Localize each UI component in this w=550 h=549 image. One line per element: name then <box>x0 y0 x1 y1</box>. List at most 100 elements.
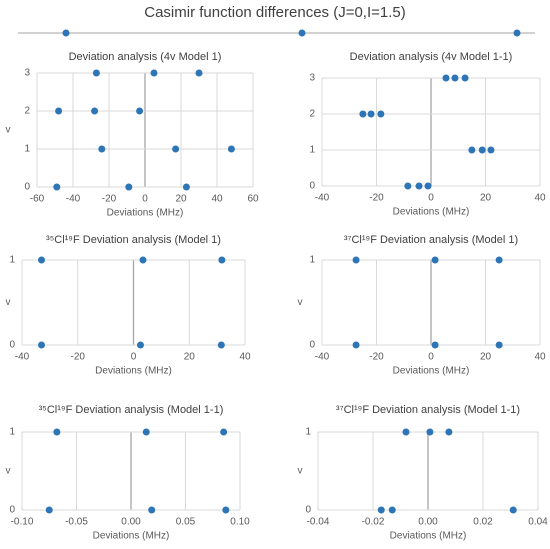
chart-title: ³⁷Cl¹⁹F Deviation analysis (Model 1-1) <box>336 404 520 416</box>
chart-title: Deviation analysis (4v Model 1) <box>69 51 222 63</box>
y-axis-label: v <box>298 466 303 477</box>
point <box>431 256 439 264</box>
y-tick-label: 3 <box>24 68 30 79</box>
x-tick-label: -0.04 <box>307 517 330 528</box>
point <box>150 69 158 77</box>
point <box>220 428 228 436</box>
x-tick-label: -40 <box>315 352 330 363</box>
point <box>359 110 367 118</box>
x-tick-label: 20 <box>480 193 492 204</box>
y-axis-label: v <box>298 297 303 308</box>
point <box>461 74 469 82</box>
y-tick-label: 1 <box>9 427 15 438</box>
point <box>38 256 46 264</box>
x-tick-label: 40 <box>211 194 223 205</box>
y-tick-label: 3 <box>309 73 315 84</box>
point <box>487 146 495 154</box>
x-axis-label: Deviations (MHz) <box>95 366 172 377</box>
y-axis-label: v <box>6 125 11 136</box>
y-tick-label: 2 <box>24 106 30 117</box>
point <box>218 256 226 264</box>
chart-title: ³⁷Cl¹⁹F Deviation analysis (Model 1) <box>344 234 518 246</box>
point <box>478 146 486 154</box>
chart-title: ³⁵Cl¹⁹F Deviation analysis (Model 1-1) <box>39 404 224 416</box>
point <box>136 107 144 115</box>
point <box>388 506 396 514</box>
point <box>195 69 203 77</box>
point <box>495 341 503 349</box>
point <box>142 428 150 436</box>
x-tick-label: 40 <box>534 352 546 363</box>
point <box>136 341 144 349</box>
x-tick-label: 40 <box>239 352 251 363</box>
x-tick-label: 20 <box>184 352 196 363</box>
x-tick-label: 20 <box>480 352 492 363</box>
y-tick-label: 1 <box>24 144 30 155</box>
point <box>415 182 423 190</box>
y-tick-label: 1 <box>309 145 315 156</box>
point <box>509 506 517 514</box>
point <box>227 145 235 153</box>
point <box>352 256 360 264</box>
point <box>38 341 46 349</box>
separator-dot <box>513 29 521 37</box>
point <box>445 428 453 436</box>
point <box>92 69 100 77</box>
point <box>45 506 53 514</box>
y-tick-label: 0 <box>9 340 15 351</box>
x-axis-label: Deviations (MHz) <box>390 531 467 542</box>
x-tick-label: 0 <box>142 194 148 205</box>
x-tick-label: 0 <box>131 352 137 363</box>
point <box>98 145 106 153</box>
point <box>222 506 230 514</box>
x-axis-label: Deviations (MHz) <box>107 208 184 219</box>
x-tick-label: -20 <box>102 194 117 205</box>
x-tick-label: 0.00 <box>418 517 438 528</box>
y-tick-label: 0 <box>305 505 311 516</box>
x-tick-label: 40 <box>534 193 546 204</box>
x-tick-label: 60 <box>247 194 259 205</box>
point <box>55 107 63 115</box>
point <box>377 110 385 118</box>
point <box>352 341 360 349</box>
point <box>402 428 410 436</box>
x-tick-label: -20 <box>369 352 384 363</box>
chart-title: Deviation analysis (4v Model 1-1) <box>350 51 513 63</box>
point <box>495 256 503 264</box>
separator-dot <box>298 29 306 37</box>
point <box>442 74 450 82</box>
point <box>53 428 61 436</box>
point <box>139 256 147 264</box>
x-tick-label: 0.02 <box>473 517 493 528</box>
point <box>53 183 61 191</box>
point <box>125 183 133 191</box>
x-tick-label: -60 <box>30 194 45 205</box>
x-tick-label: -40 <box>15 352 30 363</box>
point <box>367 110 375 118</box>
x-tick-label: 20 <box>175 194 187 205</box>
y-tick-label: 1 <box>305 427 311 438</box>
x-tick-label: -0.02 <box>362 517 385 528</box>
point <box>404 182 412 190</box>
point <box>217 341 225 349</box>
separator-dot <box>62 29 70 37</box>
point <box>91 107 99 115</box>
point <box>468 146 476 154</box>
y-axis-label: v <box>6 297 11 308</box>
chart-title: ³⁵Cl¹⁹F Deviation analysis (Model 1) <box>46 234 221 246</box>
figure-title: Casimir function differences (J=0,I=1.5) <box>144 4 406 21</box>
point <box>424 182 432 190</box>
x-tick-label: 0.10 <box>230 517 250 528</box>
x-tick-label: -40 <box>66 194 81 205</box>
x-tick-label: 0.00 <box>121 517 141 528</box>
x-tick-label: -0.10 <box>11 517 34 528</box>
point <box>451 74 459 82</box>
y-axis-label: v <box>6 466 11 477</box>
x-tick-label: 0 <box>428 193 434 204</box>
y-tick-label: 2 <box>309 109 315 120</box>
x-tick-label: 0.05 <box>176 517 196 528</box>
x-tick-label: -20 <box>369 193 384 204</box>
y-tick-label: 0 <box>309 340 315 351</box>
